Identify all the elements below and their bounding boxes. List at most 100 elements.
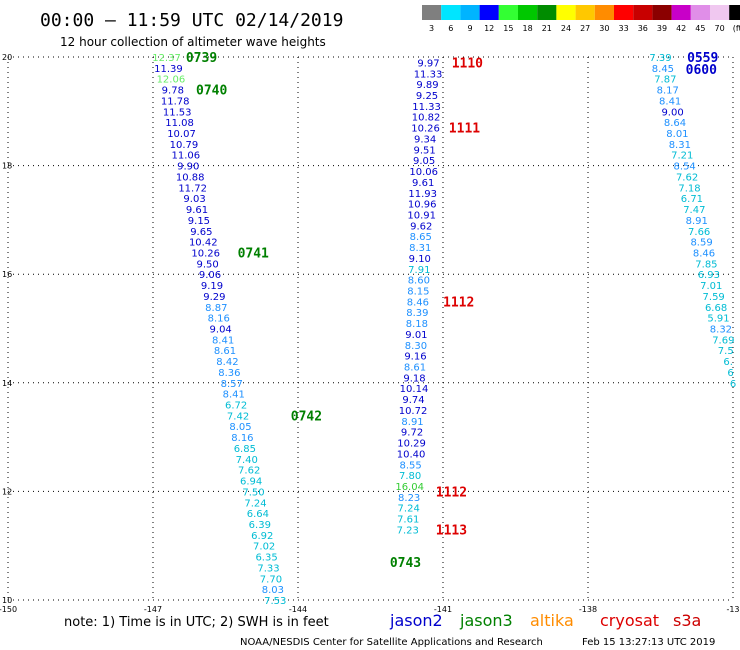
wave-height-value: 10.82 [412,113,441,124]
wave-height-value: 9.61 [186,205,208,216]
wave-height-value: 8.55 [399,460,421,471]
colorbar-swatch [710,5,730,20]
wave-height-value: 8.61 [404,363,426,374]
wave-height-value: 6.68 [705,303,727,314]
wave-height-value: 7.85 [695,259,717,270]
pass-time-label: 1112 [436,485,467,500]
wave-height-value: 7.62 [676,172,698,183]
wave-height-value: 7.24 [398,504,420,515]
legend-entry: altika [530,611,574,630]
chart-subtitle: 12 hour collection of altimeter wave hei… [60,35,326,49]
wave-height-value: 8.59 [690,238,712,249]
wave-height-value: 8.01 [666,129,688,140]
wave-height-value: 7.53 [264,596,286,607]
colorbar-swatch [614,5,634,20]
wave-height-value: 8.46 [407,297,429,308]
wave-height-value: 6 [730,379,736,390]
wave-height-value: 9.15 [188,216,210,227]
pass-time-label: 0743 [390,556,421,571]
wave-height-value: 8.16 [231,433,253,444]
wave-height-value: 6.93 [698,270,720,281]
grid-lines [7,56,734,601]
wave-height-value: 6 [727,368,733,379]
wave-height-value: 12.37 [152,53,181,64]
colorbar-swatch [671,5,691,20]
wave-height-value: 8.54 [674,162,696,173]
colorbar-label: 33 [619,24,629,33]
wave-height-value: 8.57 [221,379,243,390]
wave-height-value: 7.62 [238,466,260,477]
wave-height-value: 6.85 [234,444,256,455]
colorbar-swatch [575,5,595,20]
wave-height-value: 9.34 [414,134,436,145]
wave-height-value: 7.69 [712,335,734,346]
wave-height-value: 7.40 [236,455,258,466]
wave-height-value: 5.91 [707,314,729,325]
wave-height-value: 9.19 [201,281,223,292]
wave-height-value: 10.06 [409,167,438,178]
pass-time-label: 0740 [196,84,227,99]
wave-height-value: 10.96 [408,200,437,211]
colorbar-label: 18 [523,24,533,33]
colorbar-label: 9 [467,24,472,33]
colorbar-label: 6 [448,24,453,33]
wave-height-value: 10.88 [176,172,205,183]
wave-height-value: 11.78 [161,96,190,107]
colorbar-label: 24 [561,24,571,33]
x-tick-label: -144 [289,605,307,614]
wave-height-value: 7.24 [244,498,266,509]
wave-height-value: 9.65 [190,227,212,238]
wave-height-value: 10.91 [407,210,436,221]
y-tick-label: 20 [2,53,12,62]
wave-height-value: 8.03 [262,585,284,596]
colorbar-label: (ft) [733,24,740,33]
wave-height-value: 8.16 [208,314,230,325]
wave-height-value: 10.14 [400,384,429,395]
wave-height-value: 7.33 [257,563,279,574]
wave-height-value: 8.17 [657,86,679,97]
colorbar-label: 45 [695,24,705,33]
colorbar-swatch [652,5,672,20]
wave-height-value: 6.72 [225,401,247,412]
pass-time-label: 0600 [686,63,717,78]
wave-height-value: 6.71 [681,194,703,205]
colorbar-swatch [537,5,557,20]
wave-height-value: 11.53 [163,107,192,118]
wave-height-value: 10.40 [397,449,426,460]
wave-height-value: 8.05 [229,422,251,433]
pass-time-label: 0739 [186,51,217,66]
wave-height-value: 7.18 [678,183,700,194]
wave-height-value: 7.50 [242,487,264,498]
wave-height-value: 8.91 [686,216,708,227]
wave-height-value: 11.93 [408,189,437,200]
pass-time-label: 1110 [452,56,483,71]
data-marks: 12.3711.3912.069.7811.7811.5311.0810.071… [152,53,736,607]
wave-height-value: 8.15 [407,286,429,297]
wave-height-value: 8.87 [205,303,227,314]
wave-height-value: 8.32 [710,325,732,336]
wave-height-value: 9.03 [183,194,205,205]
wave-height-value: 9.25 [416,91,438,102]
colorbar-swatch [498,5,518,20]
wave-height-value: 7.59 [703,292,725,303]
wave-height-value: 8.30 [405,341,427,352]
colorbar-swatch [479,5,499,20]
x-tick-label: -141 [434,605,452,614]
wave-height-value: 9.72 [401,428,423,439]
wave-height-value: 8.31 [409,243,431,254]
wave-height-value: 9.89 [416,80,438,91]
wave-height-value: 11.06 [172,151,201,162]
wave-height-value: 7.02 [253,542,275,553]
colorbar-swatch [518,5,538,20]
wave-height-value: 11.33 [414,69,443,80]
wave-height-value: 6.64 [247,509,269,520]
wave-height-value: 10.07 [167,129,196,140]
wave-height-value: 11.08 [165,118,194,129]
pass-time-label: 1111 [449,122,480,137]
wave-height-value: 9.16 [404,352,426,363]
timestamp: Feb 15 13:27:13 UTC 2019 [582,637,715,648]
colorbar-swatch [690,5,710,20]
wave-height-value: 9.05 [413,156,435,167]
wave-height-value: 9.62 [410,221,432,232]
colorbar-label: 15 [503,24,513,33]
